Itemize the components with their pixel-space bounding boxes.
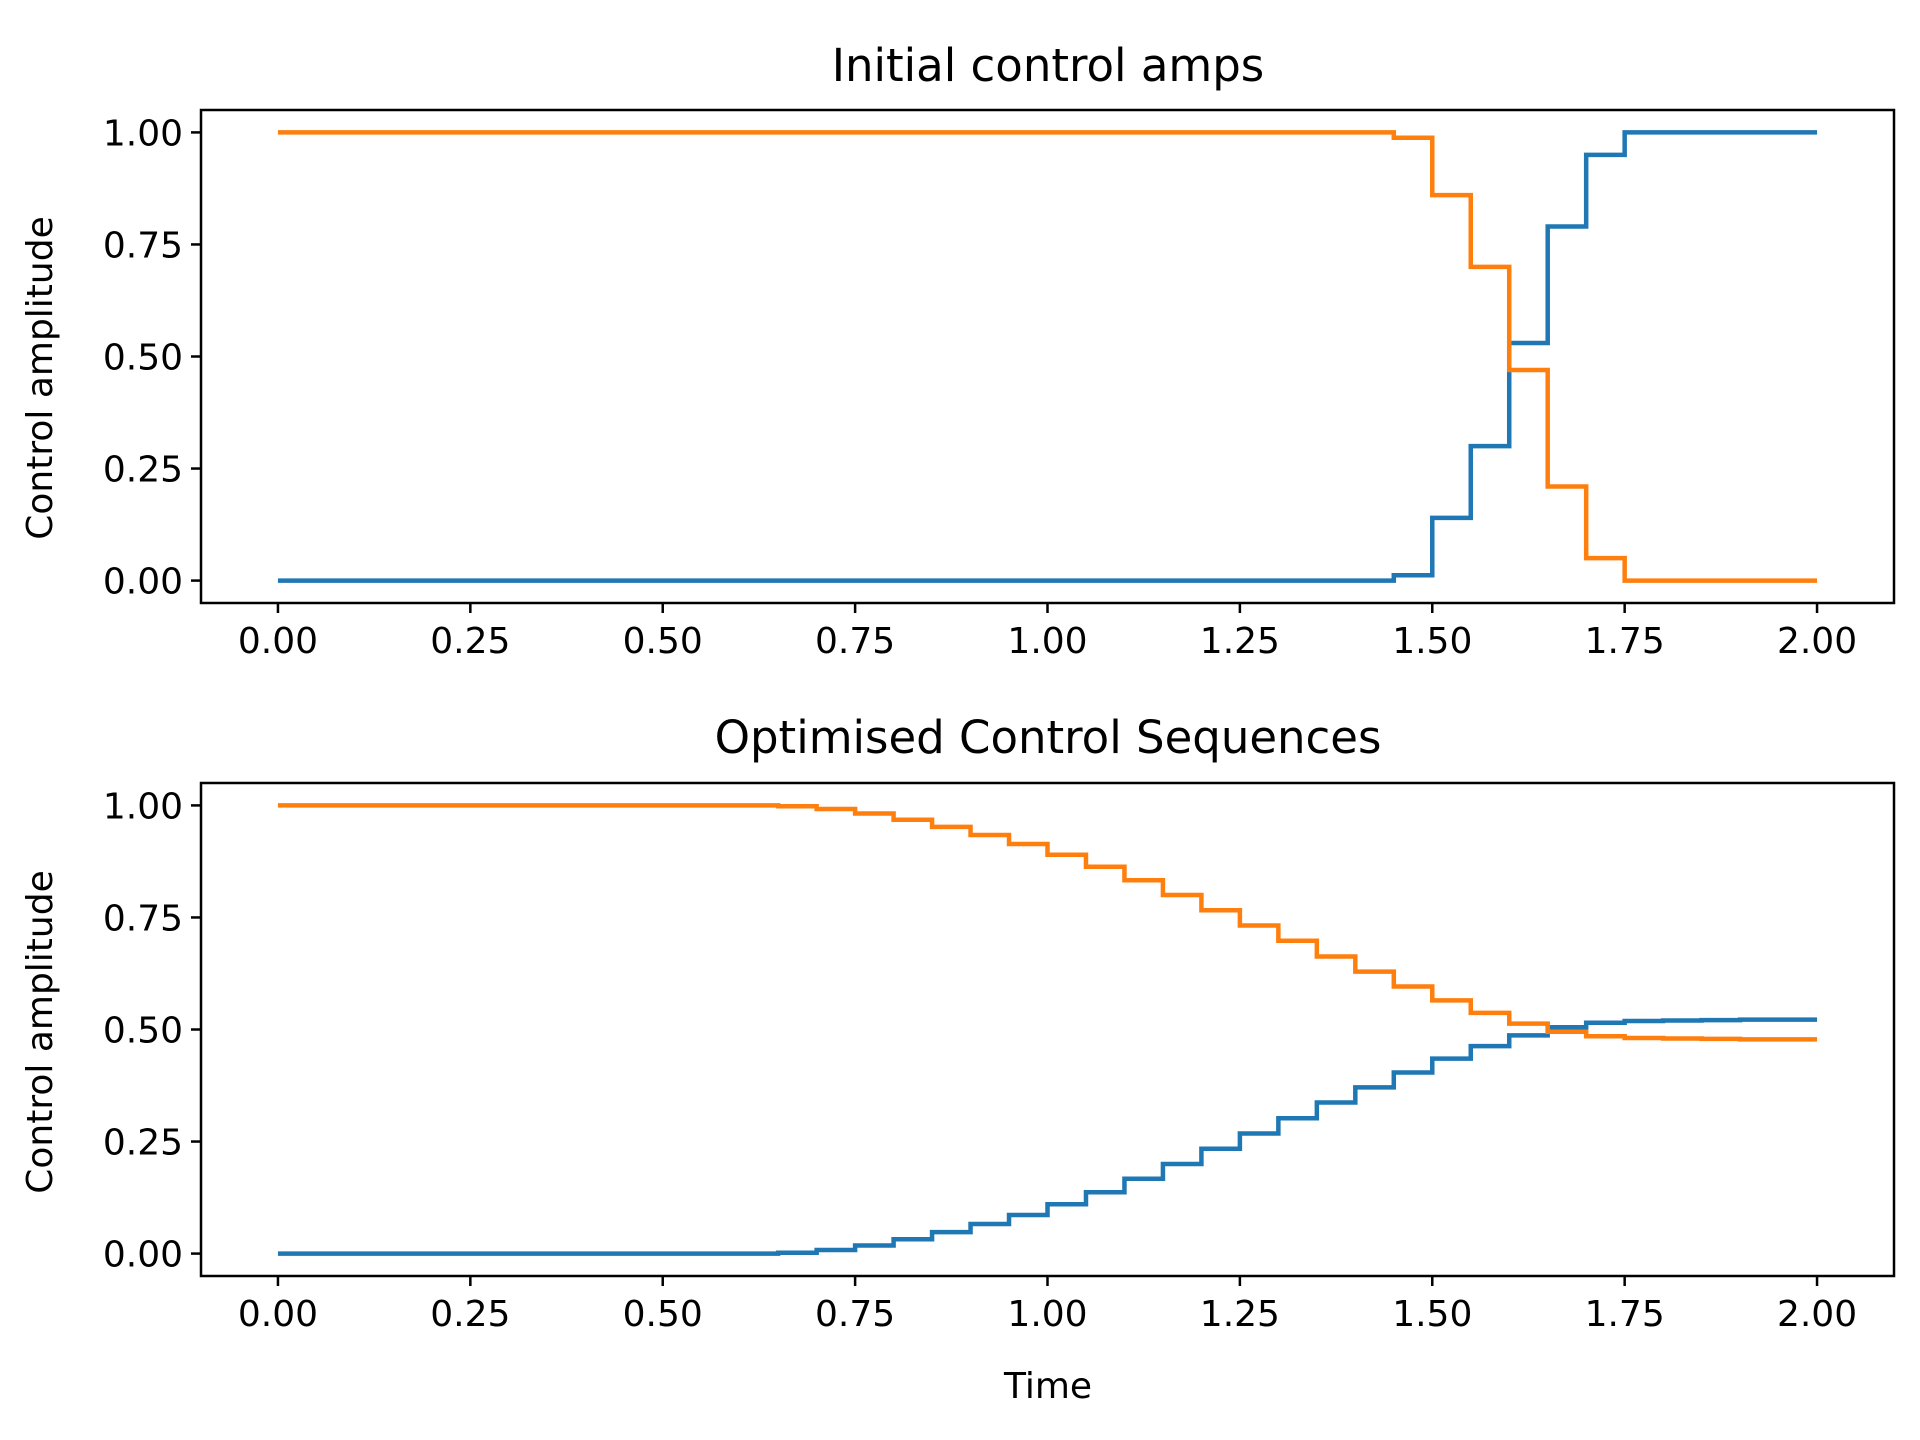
y-tick-label: 0.25 — [103, 1123, 183, 1164]
y-tick-label: 0.50 — [103, 1011, 183, 1052]
axis-ticks: 0.00 0.25 0.50 0.75 1.00 1.25 1.50 1.75 2.00 0.00… — [103, 113, 1857, 662]
x-tick-label: 1.00 — [1007, 1294, 1087, 1335]
y-tick-label: 0.25 — [103, 450, 183, 491]
y-tick-label: 0.75 — [103, 225, 183, 266]
series-line-1 — [277, 130, 1818, 583]
x-tick-label: 1.75 — [1585, 621, 1665, 662]
y-tick-label: 0.50 — [103, 338, 183, 379]
series-line-2 — [277, 803, 1818, 1042]
subplot-optimised-control-sequences: Optimised Control Sequences Control ampl… — [20, 711, 1896, 1407]
x-tick-label: 1.00 — [1007, 621, 1087, 662]
y-tick-label: 0.00 — [103, 1235, 183, 1276]
x-tick-label: 0.50 — [623, 621, 703, 662]
x-tick-label: 0.25 — [430, 621, 510, 662]
x-tick-label: 0.00 — [238, 1294, 318, 1335]
y-tick-label: 1.00 — [103, 113, 183, 154]
x-axis-label: Time — [1003, 1366, 1092, 1407]
x-tick-label: 1.50 — [1392, 621, 1472, 662]
subplot-initial-control-amps: Initial control amps Control amplitude 0… — [20, 39, 1896, 662]
x-tick-label: 0.00 — [238, 621, 318, 662]
x-tick-label: 1.25 — [1200, 621, 1280, 662]
axis-ticks: 0.00 0.25 0.50 0.75 1.00 1.25 1.50 1.75 2.00 0.00… — [103, 786, 1857, 1335]
series-line-2 — [277, 130, 1818, 583]
x-tick-label: 0.50 — [623, 1294, 703, 1335]
x-tick-label: 2.00 — [1777, 1294, 1857, 1335]
subplot-title: Optimised Control Sequences — [715, 711, 1382, 764]
x-tick-label: 1.50 — [1392, 1294, 1472, 1335]
x-tick-label: 1.25 — [1200, 1294, 1280, 1335]
y-axis-label: Control amplitude — [20, 216, 61, 540]
y-axis-label: Control amplitude — [20, 870, 61, 1194]
x-tick-label: 0.75 — [815, 621, 895, 662]
x-tick-label: 2.00 — [1777, 621, 1857, 662]
x-tick-label: 0.25 — [430, 1294, 510, 1335]
x-tick-label: 0.75 — [815, 1294, 895, 1335]
y-tick-label: 0.00 — [103, 562, 183, 603]
x-tick-label: 1.75 — [1585, 1294, 1665, 1335]
plot-area — [277, 803, 1818, 1256]
subplot-title: Initial control amps — [832, 39, 1265, 92]
y-tick-label: 0.75 — [103, 898, 183, 939]
axes-frame — [199, 781, 1896, 1278]
y-tick-label: 1.00 — [103, 786, 183, 827]
plot-area — [277, 130, 1818, 583]
axes-frame — [199, 108, 1896, 605]
series-line-1 — [277, 1017, 1818, 1256]
